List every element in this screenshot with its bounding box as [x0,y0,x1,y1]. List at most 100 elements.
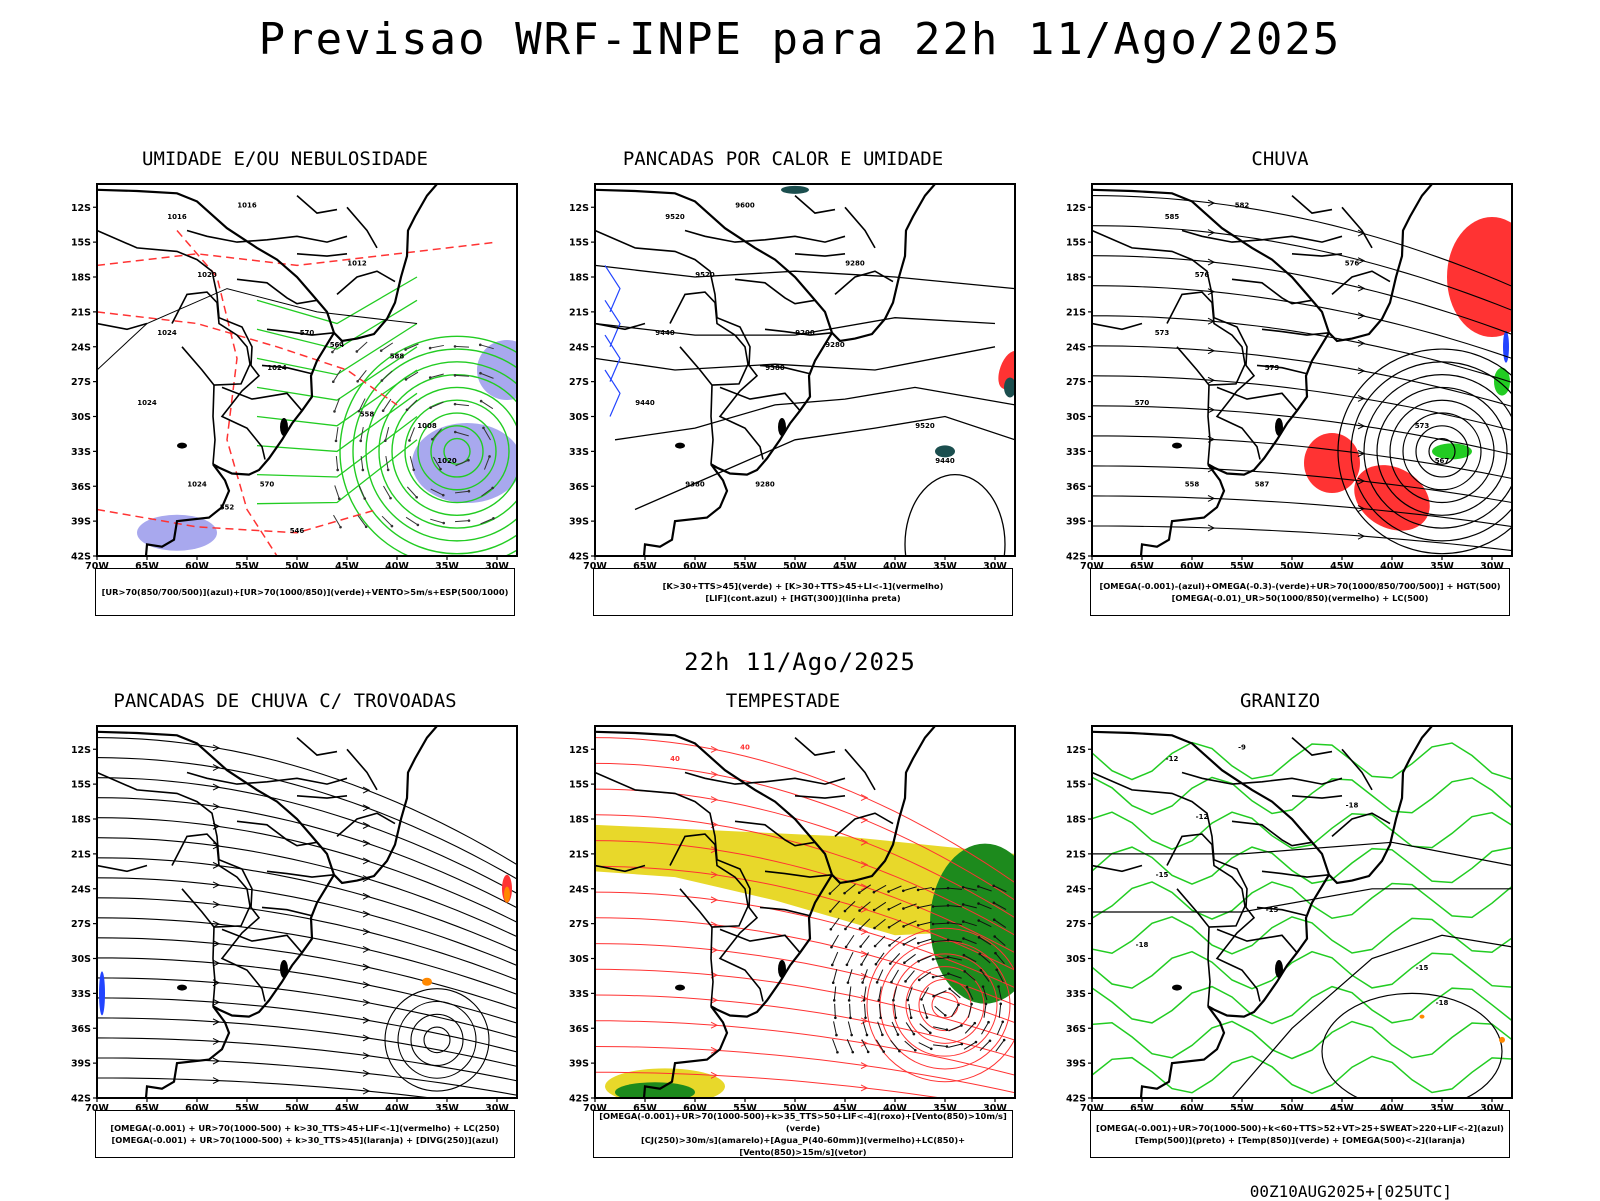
lat-tick-label: 21S [569,307,589,318]
lon-tick-label: 45W [833,561,857,572]
lon-tick-label: 55W [733,1103,757,1114]
coastline [97,726,438,885]
wind-vector-head [931,975,935,979]
wind-vector [848,986,852,1001]
wind-vector [877,1021,883,1036]
wind-vector [922,1003,928,1018]
streamline [595,840,1015,954]
state-border [669,833,749,928]
state-border [296,194,338,214]
wind-vector-head [428,346,432,350]
isobar-ring [443,437,471,465]
wind-vector [454,345,470,348]
state-border [1231,278,1313,305]
lat-tick-label: 39S [569,1059,589,1070]
state-border [684,771,846,785]
wind-vector [847,969,853,983]
wind-vector [873,901,887,911]
wind-vector [430,518,444,524]
lagoon [280,959,288,978]
state-border [759,906,810,917]
lat-tick-label: 24S [569,884,589,895]
state-border [296,795,348,799]
wind-vector [863,1003,867,1018]
contour-label: 567 [1435,457,1450,465]
lat-tick-label: 24S [1066,884,1086,895]
lat-tick-label: 15S [71,780,91,791]
lon-tick-label: 65W [1130,561,1154,572]
streamline-arrow [1357,394,1366,402]
wind-vector [830,917,840,930]
coastline-south [1139,332,1330,556]
isobar-ring [417,412,497,491]
lon-tick-label: 45W [335,1103,359,1114]
isobar-ring [391,386,517,516]
wind-vector [409,456,415,470]
streamline-arrow [710,1021,719,1029]
wind-vector-head [882,1050,886,1053]
contour-label: 40 [740,743,750,751]
wind-vector-head [389,496,392,500]
state-border [261,364,312,375]
state-border [844,206,876,249]
streamline [595,865,1015,971]
wind-vector [405,371,419,380]
lon-tick-label: 50W [783,1103,807,1114]
wind-vector [933,990,947,997]
wind-vector [932,887,948,890]
contour-label: 9520 [665,213,685,221]
contour-label: 573 [1155,329,1170,337]
wind-vector [907,986,913,1001]
state-border [759,364,810,375]
lake [1172,442,1182,449]
lon-tick-label: 40W [385,1103,409,1114]
state-border [794,194,836,214]
panel-legend: [OMEGA(-0.001)+UR>70(1000-500)+k>35_TTS>… [593,1110,1013,1158]
wind-vector [858,884,872,894]
wind-vector-head [984,1002,988,1006]
lake [177,984,187,991]
wind-vector-head [835,1033,838,1037]
wind-vector [888,919,902,928]
temp500-contour [1092,841,1512,867]
state-border [1092,322,1143,331]
humidity-green-contour [256,322,418,376]
state-border [1231,820,1313,847]
streamline-arrow [362,981,371,989]
lon-tick-label: 30W [983,561,1007,572]
wind-vector-head [902,943,906,946]
lake [177,442,187,449]
wind-vector [829,883,841,894]
isobar-ring [866,927,1015,1083]
wind-vector-head [946,886,950,890]
wind-vector-head [355,350,359,353]
state-border [595,229,764,460]
lat-tick-label: 24S [569,342,589,353]
isobar-ring [384,988,490,1092]
lat-tick-label: 27S [569,919,589,930]
wind-vector-head [479,399,483,403]
wind-vector-head [898,1049,901,1053]
wind-vector-head [879,1016,882,1020]
wind-vector-head [961,903,965,906]
wind-vector-head [960,1042,964,1046]
state-border [1341,206,1373,249]
streamline-arrow [212,920,221,928]
humidity-blue-area [477,340,517,400]
streamline-arrow [710,771,719,778]
streamline-arrow [860,861,869,869]
wind-850-green-area [615,1082,695,1098]
wind-vector [948,1025,962,1032]
wind-vector [859,918,871,929]
wind-vector-head [384,439,387,443]
streamline-arrow [710,871,719,879]
wind-vector-head [888,944,891,947]
lat-tick-label: 18S [569,815,589,826]
wind-vector [967,1003,973,1018]
wind-vector [859,901,871,911]
wind-vector [829,900,841,912]
streamline-arrow [362,910,371,918]
contour-label: 570 [260,480,275,488]
streamline-arrow [710,1071,719,1079]
lon-tick-label: 45W [1330,561,1354,572]
